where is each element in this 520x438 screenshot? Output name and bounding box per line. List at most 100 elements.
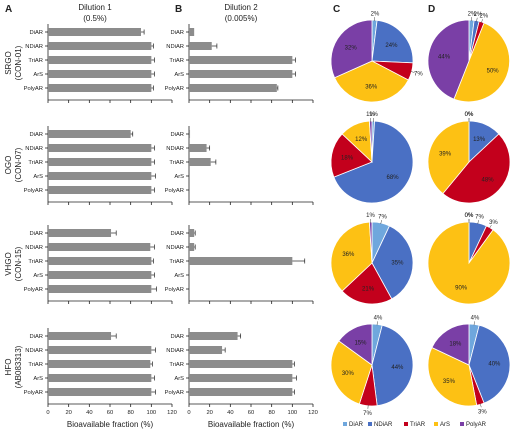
pie-slice-label: 32% [345, 45, 358, 51]
bar [189, 144, 207, 152]
pie-slice-label: 21% [362, 286, 375, 292]
bar [189, 28, 194, 36]
pie-slice-label: 1% [366, 213, 375, 219]
x-tick-label: 20 [206, 410, 212, 416]
bar [189, 374, 292, 382]
bar [48, 130, 131, 138]
bar [189, 346, 222, 354]
pie-slice-label: 7% [378, 214, 387, 220]
bar [48, 28, 141, 36]
x-axis-label: Bioavailable fraction (%) [67, 420, 154, 429]
category-tick-label: ArS [174, 273, 184, 279]
pie-slice-label: 44% [391, 365, 404, 371]
category-tick-label: PolyAR [24, 390, 43, 396]
pie-slice-label: 68% [387, 175, 400, 181]
legend-label: NDiAR [374, 422, 393, 428]
bar [189, 70, 292, 78]
bar [189, 332, 238, 340]
legend-swatch [343, 422, 347, 426]
category-tick-label: NDiAR [25, 44, 43, 50]
pie-slice-label: 35% [391, 260, 404, 266]
column-header-subtitle: (0.5%) [83, 14, 107, 23]
pie-slice-label: 44% [438, 54, 451, 60]
category-tick-label: PolyAR [24, 86, 43, 92]
panel-letter-a: A [5, 4, 12, 15]
pie-slice-label: 4% [374, 316, 383, 322]
pie-slice-label: 7% [475, 214, 484, 220]
bar [189, 360, 292, 368]
x-tick-label: 60 [107, 410, 113, 416]
category-tick-label: NDiAR [166, 348, 184, 354]
x-tick-label: 100 [146, 410, 156, 416]
x-tick-label: 20 [65, 410, 71, 416]
pie-c-row4: 4%44%7%30%15% [331, 316, 413, 417]
bar [48, 84, 151, 92]
bar [48, 257, 151, 265]
column-header-title: Dilution 1 [78, 3, 112, 12]
bar [189, 130, 190, 138]
pie-d-row3: 0%7%3%90%0% [428, 213, 510, 304]
category-tick-label: TriAR [28, 58, 43, 64]
bar [48, 70, 151, 78]
x-tick-label: 120 [167, 410, 177, 416]
category-tick-label: TriAR [28, 160, 43, 166]
panel-letter-b: B [175, 4, 182, 15]
x-tick-label: 40 [86, 410, 92, 416]
bar [48, 388, 151, 396]
x-tick-label: 120 [308, 410, 318, 416]
bar [48, 158, 151, 166]
category-tick-label: PolyAR [165, 188, 184, 194]
bar [48, 172, 151, 180]
pie-slice-label: 7% [363, 411, 372, 417]
legend-swatch [368, 422, 372, 426]
category-tick-label: DiAR [170, 231, 184, 237]
x-tick-label: 80 [127, 410, 133, 416]
pie-slice-label: 2% [479, 14, 488, 20]
category-tick-label: ArS [174, 174, 184, 180]
pie-d-row1: 2%2%2%50%44% [428, 11, 510, 102]
x-tick-label: 80 [268, 410, 274, 416]
category-tick-label: DiAR [170, 334, 184, 340]
bar [189, 388, 292, 396]
category-tick-label: TriAR [169, 58, 184, 64]
bar [189, 56, 292, 64]
category-tick-label: NDiAR [166, 44, 184, 50]
row-label-subtitle: (CON-15) [14, 246, 23, 281]
bar [48, 360, 150, 368]
bar [48, 332, 111, 340]
category-tick-label: TriAR [28, 259, 43, 265]
category-tick-label: TriAR [169, 259, 184, 265]
pie-slice-label: 36% [342, 252, 355, 258]
pie-slice-label: 48% [482, 178, 495, 184]
category-tick-label: DiAR [29, 231, 43, 237]
pie-slice-label: 35% [443, 379, 456, 385]
bar [48, 271, 151, 279]
category-tick-label: PolyAR [165, 287, 184, 293]
legend-swatch [434, 422, 438, 426]
pie-slice-label: 90% [455, 285, 468, 291]
pie-slice-label: 3% [478, 409, 487, 415]
pie-slice-label: 2% [371, 11, 380, 17]
column-header-subtitle: (0.005%) [225, 14, 258, 23]
pie-slice-label: 15% [354, 341, 367, 347]
category-tick-label: ArS [174, 376, 184, 382]
bar [48, 285, 151, 293]
category-tick-label: PolyAR [24, 188, 43, 194]
bar [48, 243, 150, 251]
pie-slice-label: 7% [414, 72, 423, 78]
bar [189, 229, 194, 237]
pie-slice-label: 40% [488, 362, 501, 368]
category-tick-label: DiAR [29, 334, 43, 340]
bar [48, 346, 151, 354]
category-tick-label: ArS [33, 273, 43, 279]
bar [48, 42, 151, 50]
pie-slice-label: 0% [465, 213, 474, 219]
pie-slice-label: 18% [341, 155, 354, 161]
bar [189, 84, 277, 92]
